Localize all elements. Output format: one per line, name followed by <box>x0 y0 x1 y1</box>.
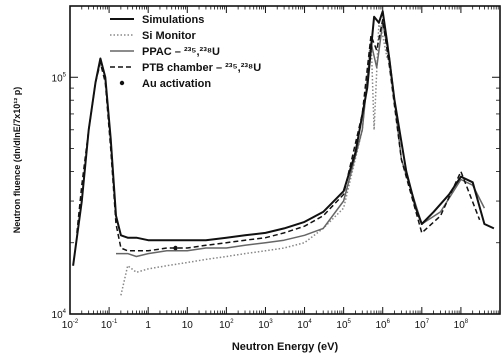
legend-marker-au-activation <box>119 80 125 86</box>
y-tick-label: 104 <box>52 309 67 321</box>
legend-label-au-activation: Au activation <box>142 78 211 90</box>
tick-marks <box>69 5 500 315</box>
legend-label-ptb-chamber-u: PTB chamber – ²³⁵,²³⁸U <box>142 62 261 74</box>
x-tick-label: 106 <box>375 319 390 331</box>
x-tick-label: 104 <box>297 319 312 331</box>
series-line-simulations <box>72 10 495 266</box>
legend-label-si-monitor: Si Monitor <box>142 30 196 42</box>
series-line-si-monitor <box>120 21 388 296</box>
x-tick-label: 108 <box>454 319 469 331</box>
x-tick-label: 103 <box>258 319 273 331</box>
legend-label-simulations: Simulations <box>142 14 204 26</box>
y-axis-title: Neutron fluence (dn/dlnE/7x10¹² p) <box>12 87 22 234</box>
x-tick-labels: 10-2 10-1 1 10 102 103 104 105 106 107 108 <box>62 319 469 331</box>
series-point-au-activation <box>173 245 178 251</box>
legend: Simulations Si Monitor PPAC – ²³⁵,²³⁸U PTB … <box>110 14 261 90</box>
x-tick-label: 10-2 <box>62 319 79 331</box>
x-tick-label: 1 <box>145 320 151 331</box>
x-tick-label: 10-1 <box>101 319 118 331</box>
x-tick-label: 102 <box>219 319 234 331</box>
y-tick-label: 105 <box>52 72 67 84</box>
x-axis-title: Neutron Energy (eV) <box>232 341 339 353</box>
plot-frame <box>69 5 501 315</box>
x-tick-label: 10 <box>182 320 194 331</box>
y-tick-labels: 104 105 <box>52 72 67 321</box>
series-layer <box>72 10 495 296</box>
x-tick-label: 107 <box>415 319 430 331</box>
legend-label-ppac-u: PPAC – ²³⁵,²³⁸U <box>142 46 220 58</box>
x-tick-label: 105 <box>336 319 351 331</box>
